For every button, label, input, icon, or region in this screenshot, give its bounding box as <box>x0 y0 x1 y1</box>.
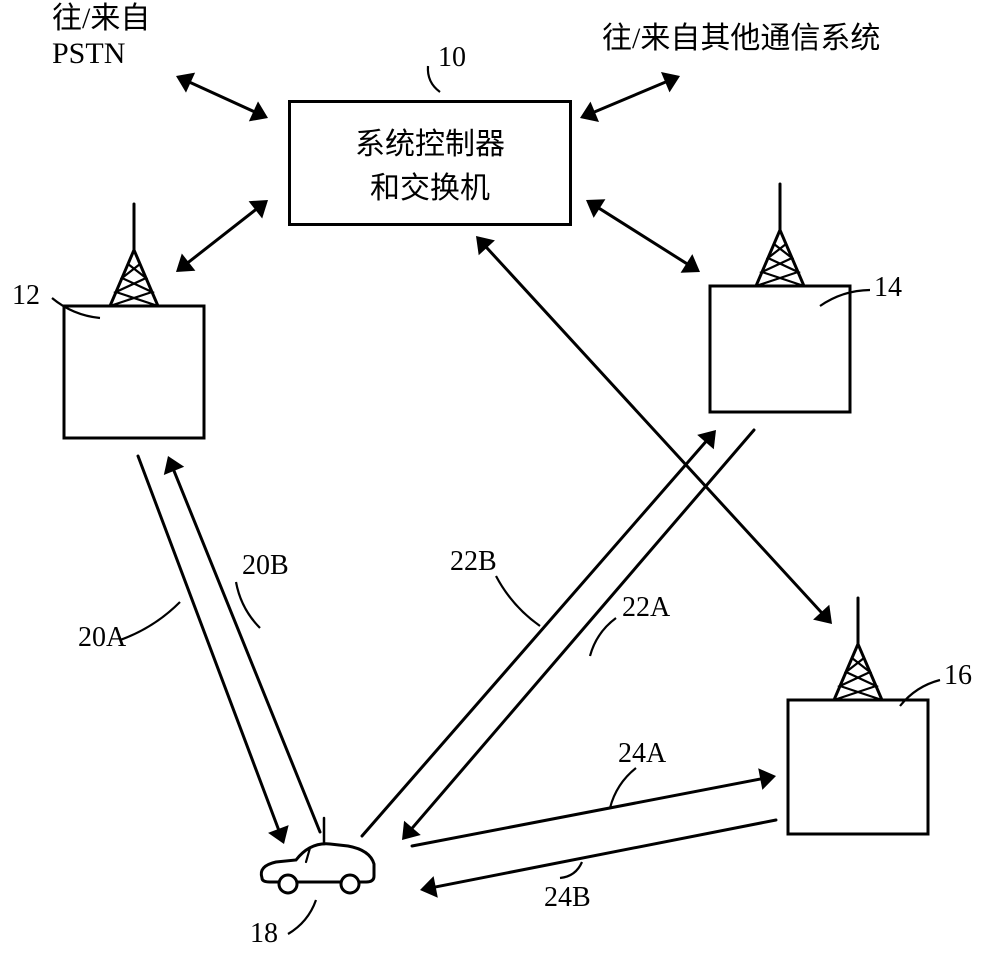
ref-10: 10 <box>438 42 466 74</box>
ref-22B: 22B <box>450 546 497 578</box>
ref-24A: 24A <box>618 738 666 770</box>
label-pstn-line2: PSTN <box>52 37 150 72</box>
ref-18: 18 <box>250 918 278 950</box>
ref-16: 16 <box>944 660 972 692</box>
label-pstn-line1: 往/来自 <box>52 2 150 37</box>
label-other: 往/来自其他通信系统 <box>602 22 880 57</box>
controller-line1: 系统控制器 <box>355 119 505 163</box>
ref-12: 12 <box>12 280 40 312</box>
ref-14: 14 <box>874 272 902 304</box>
ref-24B: 24B <box>544 882 591 914</box>
ref-20A: 20A <box>78 622 126 654</box>
controller-box: 系统控制器 和交换机 <box>288 100 572 226</box>
diagram-stage: 系统控制器 和交换机 往/来自 PSTN 往/来自其他通信系统 10 12 14… <box>0 0 1000 966</box>
label-pstn: 往/来自 PSTN <box>52 2 150 71</box>
controller-line2: 和交换机 <box>370 163 490 207</box>
ref-20B: 20B <box>242 550 289 582</box>
ref-22A: 22A <box>622 592 670 624</box>
